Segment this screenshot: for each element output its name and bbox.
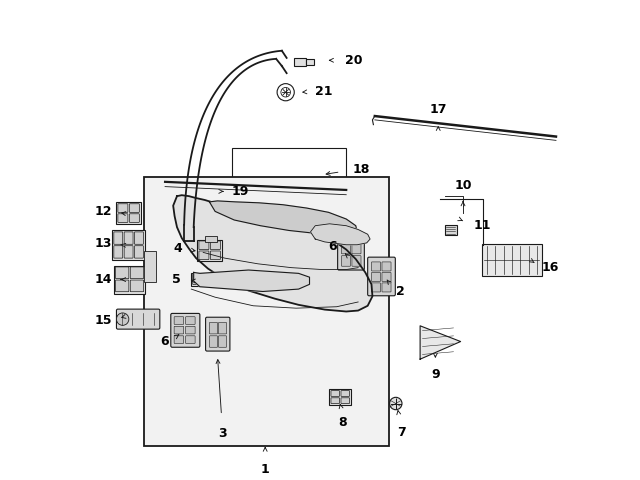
Text: 10: 10 [454, 180, 472, 192]
FancyBboxPatch shape [131, 267, 143, 278]
FancyBboxPatch shape [482, 244, 541, 276]
FancyBboxPatch shape [371, 273, 381, 281]
FancyBboxPatch shape [341, 398, 349, 404]
FancyBboxPatch shape [131, 280, 143, 292]
Text: 4: 4 [173, 242, 182, 255]
Text: 15: 15 [94, 313, 112, 326]
Circle shape [390, 397, 402, 410]
Text: 8: 8 [339, 416, 347, 430]
FancyBboxPatch shape [118, 214, 128, 222]
FancyBboxPatch shape [118, 204, 128, 212]
FancyBboxPatch shape [199, 251, 209, 260]
FancyBboxPatch shape [186, 326, 195, 334]
FancyBboxPatch shape [114, 232, 123, 244]
FancyBboxPatch shape [202, 274, 209, 285]
FancyBboxPatch shape [342, 256, 351, 266]
Polygon shape [209, 201, 357, 234]
FancyBboxPatch shape [171, 313, 200, 347]
Text: 20: 20 [345, 54, 362, 67]
FancyBboxPatch shape [193, 274, 200, 285]
FancyBboxPatch shape [294, 58, 306, 66]
FancyBboxPatch shape [186, 317, 195, 324]
Text: 16: 16 [541, 261, 559, 274]
Text: 11: 11 [474, 219, 491, 232]
Text: 14: 14 [94, 273, 112, 286]
FancyBboxPatch shape [331, 391, 340, 396]
Polygon shape [420, 326, 461, 359]
FancyBboxPatch shape [143, 177, 389, 446]
Text: 3: 3 [218, 427, 227, 440]
FancyBboxPatch shape [382, 283, 391, 292]
Text: 13: 13 [94, 237, 112, 250]
FancyBboxPatch shape [382, 273, 391, 281]
FancyBboxPatch shape [306, 60, 314, 65]
Text: 2: 2 [396, 285, 405, 298]
Text: 17: 17 [429, 103, 447, 116]
FancyBboxPatch shape [129, 214, 140, 222]
FancyBboxPatch shape [124, 246, 133, 258]
Polygon shape [194, 270, 310, 291]
FancyBboxPatch shape [197, 240, 222, 262]
Text: 6: 6 [160, 335, 169, 348]
FancyBboxPatch shape [205, 236, 216, 242]
FancyBboxPatch shape [124, 232, 133, 244]
FancyBboxPatch shape [134, 246, 143, 258]
FancyBboxPatch shape [367, 257, 396, 296]
FancyBboxPatch shape [342, 243, 351, 254]
FancyBboxPatch shape [211, 241, 220, 250]
FancyBboxPatch shape [352, 243, 361, 254]
FancyBboxPatch shape [352, 256, 361, 266]
Text: 5: 5 [172, 273, 181, 286]
FancyBboxPatch shape [371, 283, 381, 292]
FancyBboxPatch shape [329, 389, 351, 406]
FancyBboxPatch shape [112, 230, 145, 260]
Polygon shape [310, 224, 370, 245]
FancyBboxPatch shape [211, 251, 220, 260]
FancyBboxPatch shape [341, 391, 349, 396]
Text: 19: 19 [232, 185, 249, 198]
Polygon shape [173, 195, 372, 312]
Text: 7: 7 [397, 426, 405, 439]
FancyBboxPatch shape [116, 203, 141, 224]
FancyBboxPatch shape [371, 262, 381, 271]
FancyBboxPatch shape [116, 309, 160, 329]
Text: 6: 6 [328, 240, 337, 252]
Text: 18: 18 [353, 163, 370, 177]
FancyBboxPatch shape [186, 336, 195, 344]
FancyBboxPatch shape [338, 239, 364, 270]
FancyBboxPatch shape [205, 317, 230, 351]
FancyBboxPatch shape [218, 323, 227, 334]
FancyBboxPatch shape [445, 225, 457, 235]
Text: 21: 21 [316, 85, 333, 98]
FancyBboxPatch shape [191, 273, 211, 287]
FancyBboxPatch shape [129, 204, 140, 212]
Circle shape [116, 313, 129, 325]
Text: 12: 12 [94, 205, 112, 218]
FancyBboxPatch shape [218, 336, 227, 347]
FancyBboxPatch shape [209, 336, 218, 347]
FancyBboxPatch shape [174, 317, 184, 324]
FancyBboxPatch shape [382, 262, 391, 271]
FancyBboxPatch shape [174, 326, 184, 334]
Text: 1: 1 [261, 463, 269, 476]
FancyBboxPatch shape [134, 232, 143, 244]
FancyBboxPatch shape [207, 184, 219, 193]
FancyBboxPatch shape [199, 241, 209, 250]
FancyBboxPatch shape [113, 265, 145, 294]
FancyBboxPatch shape [115, 267, 129, 278]
FancyBboxPatch shape [115, 280, 129, 292]
FancyBboxPatch shape [209, 323, 218, 334]
FancyBboxPatch shape [174, 336, 184, 344]
FancyBboxPatch shape [331, 398, 340, 404]
Text: 9: 9 [431, 368, 440, 381]
FancyBboxPatch shape [114, 246, 123, 258]
FancyBboxPatch shape [144, 251, 156, 282]
